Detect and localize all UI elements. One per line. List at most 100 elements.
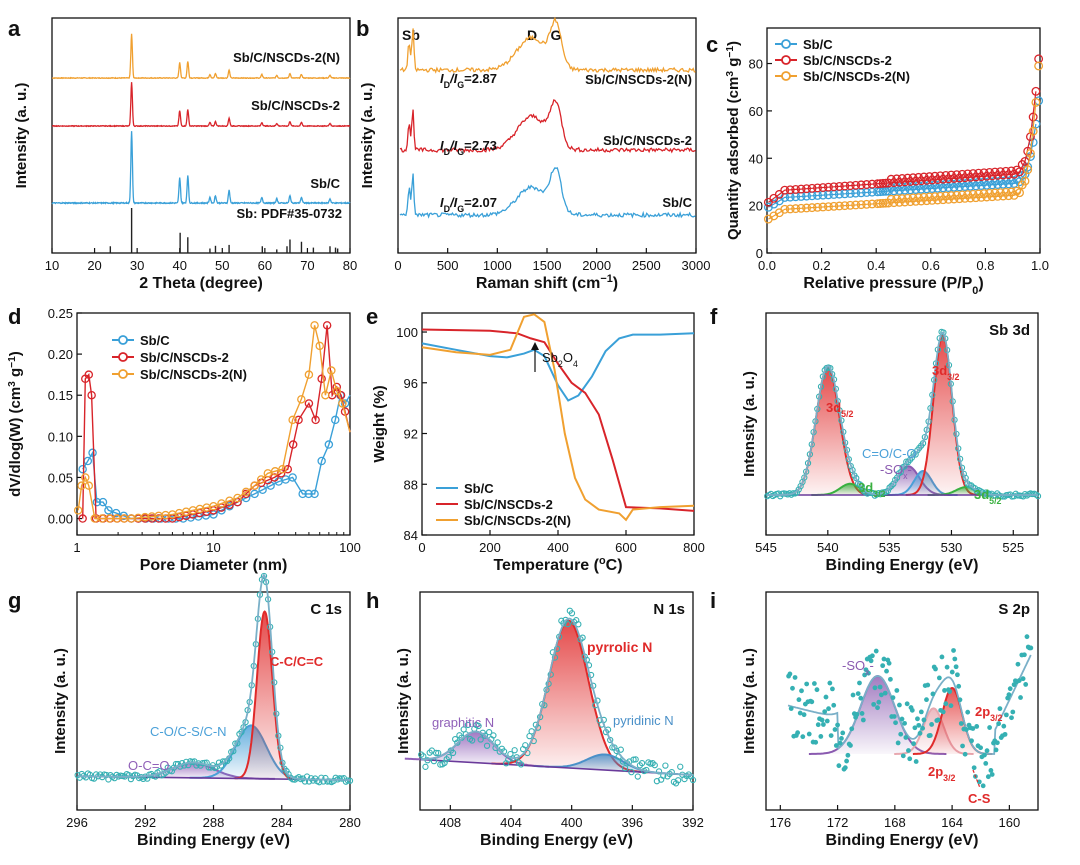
- raw-data-point: [617, 746, 624, 753]
- xrd-series-line: [51, 131, 351, 206]
- raw-data-point: [824, 718, 830, 724]
- isotherm-point: [935, 191, 945, 201]
- raw-data-point: [426, 749, 433, 756]
- isotherm-point: [930, 192, 940, 202]
- peak-label: 2p3/2: [928, 764, 956, 783]
- panel-letter: i: [710, 588, 716, 613]
- panel-letter: b: [356, 16, 369, 41]
- legend-entry: Sb/C/NSCDs-2(N): [464, 513, 571, 528]
- raw-data-point: [422, 763, 429, 770]
- peak-label: -SOx-: [880, 462, 912, 481]
- legend-entry: Sb/C: [140, 333, 170, 348]
- raw-data-point: [1010, 709, 1016, 715]
- x-axis-label: Pore Diameter (nm): [140, 557, 288, 574]
- panel-g: 296 292 288 284 280 g Intensity (a. u.) Binding…: [8, 572, 361, 849]
- pore-point: [327, 366, 336, 375]
- raw-data-point: [912, 725, 918, 731]
- raw-data-point: [916, 722, 922, 728]
- legend-entry: Sb/C: [464, 481, 494, 496]
- isotherm-point: [919, 192, 929, 202]
- raw-data-point: [221, 758, 229, 765]
- pore-point: [304, 399, 314, 408]
- panel-title: S 2p: [998, 601, 1030, 618]
- x-tick-label: 500: [437, 258, 459, 273]
- isotherm-point: [914, 172, 923, 182]
- raw-data-point: [655, 768, 663, 775]
- raw-data-point: [790, 685, 795, 691]
- x-tick-label: 404: [500, 815, 522, 830]
- panel-letter: e: [366, 304, 378, 329]
- raw-data-point: [917, 730, 923, 736]
- y-axis-label: dV/dlog(W) (cm3 g−1): [7, 351, 25, 497]
- plot-frame: [76, 312, 351, 536]
- isotherm-point: [818, 183, 828, 192]
- envelope-line: [787, 654, 1032, 755]
- pore-point: [288, 440, 298, 449]
- isotherm-point: [1012, 186, 1022, 196]
- raw-data-point: [988, 768, 994, 773]
- raw-data-point: [811, 681, 817, 686]
- annotation-arrowhead: [531, 342, 539, 350]
- raw-data-point: [960, 743, 965, 749]
- raw-data-point: [895, 740, 901, 746]
- isotherm-point: [995, 167, 1005, 177]
- x-tick-label: 3000: [682, 258, 711, 273]
- isotherm-point: [990, 188, 1000, 198]
- isotherm-point: [1025, 132, 1035, 142]
- isotherm-point: [1034, 61, 1044, 71]
- annotation-label: Sb2O4: [542, 350, 578, 369]
- x-tick-label: 525: [1002, 540, 1024, 555]
- raw-data-point: [827, 680, 833, 686]
- pore-point: [73, 506, 83, 515]
- y-axis-label: Intensity (a. u.): [13, 83, 30, 189]
- isotherm-point: [851, 180, 861, 190]
- isotherm-point: [924, 192, 934, 202]
- x-tick-label: 545: [755, 540, 777, 555]
- x-tick-label: 20: [87, 258, 101, 273]
- raw-data-point: [456, 732, 463, 739]
- isotherm-point: [856, 200, 866, 210]
- isotherm-point: [845, 200, 855, 210]
- raw-data-point: [951, 648, 956, 653]
- isotherm-point: [1012, 165, 1022, 175]
- raw-data-point: [839, 735, 844, 741]
- raw-data-point: [858, 695, 864, 701]
- isotherm-point: [979, 177, 989, 187]
- y-axis-label: Intensity (a. u.): [359, 83, 376, 189]
- raw-data-point: [921, 717, 927, 723]
- panel-e: 0 200 400 600 800 84 88 92 96 100 e Weight (%) Tempe…: [366, 304, 705, 574]
- x-axis-label: Binding Energy (eV): [826, 832, 979, 849]
- legend-marker: [118, 335, 128, 345]
- isotherm-point: [946, 170, 956, 180]
- isotherm-point: [957, 169, 967, 179]
- series-label: Sb/C/NSCDs-2(N): [585, 72, 692, 87]
- raw-data-point: [915, 716, 920, 722]
- raw-data-point: [439, 761, 446, 768]
- isotherm-point: [791, 184, 801, 194]
- raw-data-point: [821, 722, 826, 727]
- plot-frame: [421, 312, 695, 536]
- raw-data-point: [855, 691, 861, 696]
- y-tick-label: 100: [396, 325, 418, 340]
- x-tick-label: 50: [215, 258, 229, 273]
- component-fill: [811, 483, 890, 495]
- raw-data-point: [764, 492, 771, 500]
- isotherm-point: [785, 204, 795, 214]
- x-tick-label: 2000: [582, 258, 611, 273]
- raman-series-line: [399, 99, 696, 154]
- panel-letter: f: [710, 304, 718, 329]
- raw-data-point: [931, 664, 937, 670]
- pore-point: [217, 499, 226, 508]
- raw-data-point: [831, 702, 837, 708]
- x-axis-label: Temperature (oC): [493, 555, 622, 574]
- panel-letter: g: [8, 588, 21, 613]
- y-tick-label: 96: [404, 376, 418, 391]
- raw-data-point: [607, 736, 614, 744]
- isotherm-point: [985, 188, 994, 198]
- peak-label: G: [550, 27, 561, 43]
- x-tick-label: 400: [561, 815, 583, 830]
- raw-data-point: [551, 654, 559, 661]
- x-tick-label: 408: [439, 815, 461, 830]
- raw-data-point: [1012, 678, 1018, 684]
- isotherm-point: [903, 173, 913, 183]
